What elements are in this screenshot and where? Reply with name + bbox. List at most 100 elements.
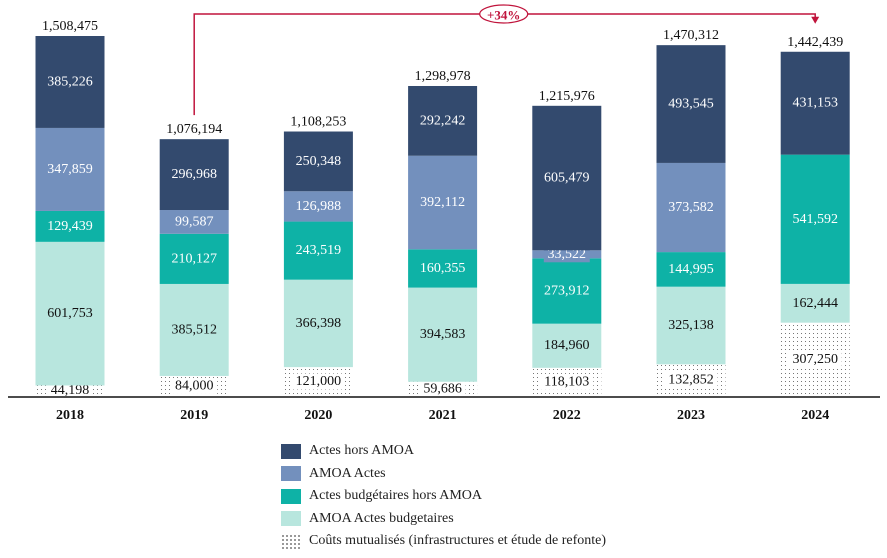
segment-budg_hors-2023: [656, 252, 726, 287]
legend-item: Actes budgétaires hors AMOA: [281, 485, 606, 508]
legend-item: Actes hors AMOA: [281, 440, 606, 463]
segment-label-bg: [664, 372, 718, 389]
annotation-badge: [479, 4, 529, 24]
segment-amoa_actes-2021: [408, 155, 478, 250]
segment-label-mutualises-2023: 132,852: [668, 373, 714, 388]
chart-legend: Actes hors AMOA AMOA Actes Actes budgétair…: [281, 440, 606, 553]
segment-amoa_actes-2020: [283, 191, 353, 222]
total-label-2023: 1,470,312: [663, 28, 719, 43]
segment-actes_hors-2022: [532, 105, 602, 251]
segment-amoa_budg-2023: [656, 286, 726, 365]
legend-item: Coûts mutualisés (infrastructures et étu…: [281, 530, 606, 553]
segment-label-budg_hors-2024: 541,592: [792, 212, 838, 227]
segment-label-mutualises-2018: 44,198: [51, 383, 90, 398]
segment-label-budg_hors-2020: 243,519: [296, 243, 342, 258]
segment-amoa_budg-2021: [408, 287, 478, 382]
segment-budg_hors-2020: [283, 221, 353, 280]
segment-budg_hors-2018: [35, 210, 105, 242]
annotation-text: +34%: [487, 8, 520, 23]
segment-label-amoa_budg-2024: 162,444: [792, 296, 838, 311]
segment-label-amoa_actes-2021: 392,112: [420, 195, 465, 210]
segment-label-actes_hors-2018: 385,226: [47, 74, 93, 89]
legend-swatch: [281, 511, 301, 527]
segment-label-budg_hors-2018: 129,439: [47, 219, 93, 234]
total-label-2019: 1,076,194: [166, 122, 222, 137]
segment-budg_hors-2022: [532, 258, 602, 324]
legend-label: AMOA Actes budgetaires: [309, 510, 454, 526]
segment-label-amoa_budg-2018: 601,753: [47, 306, 93, 321]
segment-label-actes_hors-2023: 493,545: [668, 97, 714, 112]
segment-label-bg: [788, 351, 842, 368]
segment-label-bg: [419, 380, 466, 397]
segment-label-amoa_actes-2023: 373,582: [668, 200, 714, 215]
segment-actes_hors-2018: [35, 36, 105, 128]
segment-amoa_budg-2018: [35, 241, 105, 386]
x-tick-label-2023: 2023: [677, 408, 705, 423]
segment-label-amoa_budg-2022: 184,960: [544, 338, 590, 353]
x-tick-label-2022: 2022: [553, 408, 581, 423]
legend-item: AMOA Actes budgetaires: [281, 508, 606, 531]
segment-label-budg_hors-2021: 160,355: [420, 261, 466, 276]
segment-amoa_actes-2018: [35, 127, 105, 211]
segment-amoa_actes-2019: [159, 210, 229, 234]
segment-label-mutualises-2024: 307,250: [792, 352, 838, 367]
segment-label-amoa_actes-2018: 347,859: [47, 162, 93, 177]
stacked-bar-chart: 44,198 601,753 129,439 347,859 385,226 1,508,…: [8, 4, 880, 423]
segment-actes_hors-2021: [408, 85, 478, 156]
segment-label-amoa_budg-2021: 394,583: [420, 327, 466, 342]
x-tick-label-2024: 2024: [801, 408, 829, 423]
growth-annotation: +34%: [193, 4, 820, 116]
legend-swatch: [281, 443, 301, 459]
x-tick-label-2019: 2019: [180, 408, 208, 423]
segment-label-actes_hors-2022: 605,479: [544, 171, 590, 186]
total-label-2024: 1,442,439: [787, 35, 843, 50]
legend-swatch: [281, 488, 301, 504]
x-tick-label-2021: 2021: [429, 408, 457, 423]
segment-label-budg_hors-2022: 273,912: [544, 283, 590, 298]
bar-2019: 84,000 385,512 210,127 99,587 296,968 1,076,1…: [159, 122, 229, 423]
bar-2023: 132,852 325,138 144,995 373,582 493,545 1,470…: [656, 28, 726, 423]
segment-label-actes_hors-2024: 431,153: [792, 96, 838, 111]
segment-budg_hors-2021: [408, 249, 478, 288]
legend-label: Actes hors AMOA: [309, 443, 414, 459]
bar-2022: 118,103 184,960 273,912 33,522 605,479 1,215,…: [532, 89, 602, 423]
segment-label-amoa_actes-2020: 126,988: [296, 199, 342, 214]
segment-amoa_budg-2019: [159, 283, 229, 376]
segment-label-bg: [543, 246, 590, 263]
segment-amoa_budg-2022: [532, 323, 602, 368]
x-tick-label-2018: 2018: [56, 408, 84, 423]
segment-label-budg_hors-2019: 210,127: [171, 251, 217, 266]
legend-label: AMOA Actes: [309, 465, 386, 481]
segment-label-bg: [47, 382, 93, 399]
segment-actes_hors-2023: [656, 45, 726, 163]
segment-label-amoa_budg-2020: 366,398: [296, 316, 342, 331]
legend-label: Coûts mutualisés (infrastructures et étu…: [309, 533, 607, 549]
bar-2018: 44,198 601,753 129,439 347,859 385,226 1,508,…: [35, 19, 105, 423]
segment-label-bg: [291, 373, 345, 390]
segment-label-bg: [171, 377, 218, 394]
segment-actes_hors-2024: [780, 51, 850, 155]
total-label-2022: 1,215,976: [539, 89, 595, 104]
legend-swatch: [281, 466, 301, 482]
x-tick-label-2020: 2020: [304, 408, 332, 423]
segment-label-mutualises-2019: 84,000: [175, 378, 214, 393]
segment-label-amoa_actes-2019: 99,587: [175, 214, 214, 229]
segment-label-mutualises-2021: 59,686: [423, 381, 462, 396]
bar-2021: 59,686 394,583 160,355 392,112 292,242 1,298,…: [408, 69, 478, 423]
segment-actes_hors-2020: [283, 131, 353, 192]
segment-budg_hors-2024: [780, 154, 850, 284]
segment-label-mutualises-2020: 121,000: [296, 374, 342, 389]
segment-actes_hors-2019: [159, 139, 229, 211]
legend-label: Actes budgétaires hors AMOA: [309, 488, 483, 504]
segment-amoa_budg-2024: [780, 283, 850, 323]
segment-label-amoa_budg-2023: 325,138: [668, 318, 714, 333]
segment-label-actes_hors-2021: 292,242: [420, 113, 466, 128]
segment-label-amoa_budg-2019: 385,512: [171, 322, 217, 337]
segment-label-actes_hors-2019: 296,968: [171, 167, 217, 182]
legend-item: AMOA Actes: [281, 463, 606, 486]
annotation-arrowhead: [811, 16, 820, 24]
segment-label-actes_hors-2020: 250,348: [296, 154, 342, 169]
segment-label-budg_hors-2023: 144,995: [668, 262, 714, 277]
total-label-2020: 1,108,253: [290, 115, 346, 130]
bar-2024: 307,250 162,444 541,592 431,153 1,442,439 202…: [780, 35, 850, 423]
